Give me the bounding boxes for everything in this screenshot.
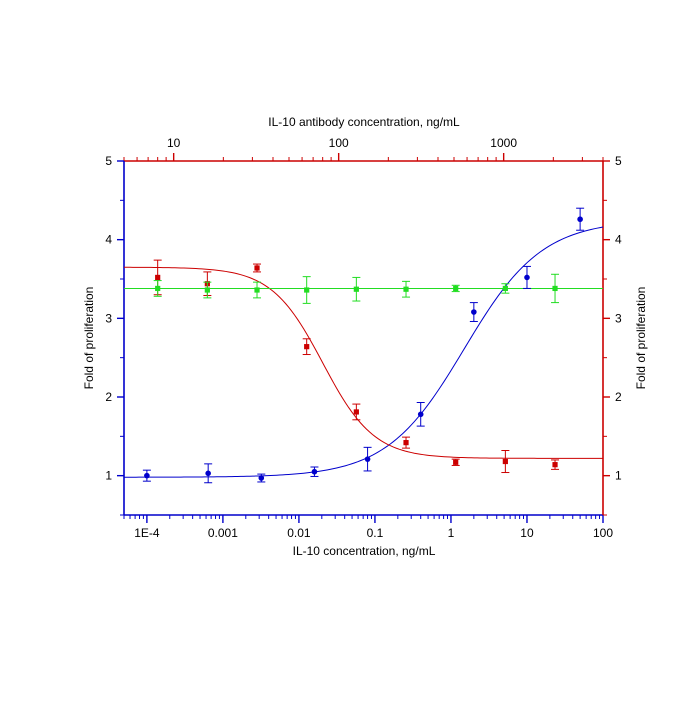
data-point-series-1: [311, 468, 318, 475]
bottom-tick-label: 0.001: [208, 526, 238, 540]
data-point-series-1: [417, 411, 424, 418]
data-point-series-1: [205, 470, 211, 477]
left-tick-label: 4: [105, 233, 112, 247]
data-point-series-2: [403, 440, 409, 446]
data-point-series-1: [524, 274, 530, 281]
bottom-tick-label: 1: [448, 526, 455, 540]
data-point-series-2: [254, 265, 260, 271]
left-axis-title: Fold of proliferation: [82, 287, 96, 390]
top-tick-label: 100: [329, 136, 349, 150]
right-tick-label: 1: [615, 469, 622, 483]
bottom-axis-title: IL-10 concentration, ng/mL: [293, 544, 436, 558]
data-point-series-3: [353, 286, 359, 292]
left-tick-label: 3: [105, 311, 112, 325]
axes: IL-10 concentration, ng/mL IL-10 antibod…: [82, 115, 648, 558]
data-point-series-3: [204, 287, 210, 293]
fit-curve-series-2: [123, 266, 603, 459]
data-point-series-3: [403, 286, 409, 292]
data-point-series-2: [552, 462, 558, 468]
data-points: [142, 207, 585, 484]
data-point-series-3: [254, 287, 260, 293]
fit-curves: [123, 226, 604, 478]
data-point-series-1: [364, 456, 371, 462]
data-point-series-1: [471, 309, 477, 315]
data-point-series-3: [453, 285, 459, 292]
bottom-tick-label: 100: [593, 526, 613, 540]
right-axis-title: Fold of proliferation: [634, 287, 648, 390]
data-point-series-2: [453, 459, 459, 465]
data-point-series-2: [502, 458, 508, 465]
fit-curve-series-1: [124, 226, 604, 478]
data-point-series-3: [552, 285, 558, 292]
plot-frame: 1E-4 0.001 0.01 0.1 1 10 100 10 100 1000 1 2 3 4 5 1 2 3 4…: [105, 136, 622, 540]
data-point-series-3: [502, 285, 508, 292]
right-tick-label: 3: [615, 311, 622, 325]
data-point-series-3: [155, 285, 161, 292]
right-tick-label: 2: [615, 390, 622, 404]
data-point-series-2: [155, 274, 161, 281]
top-tick-label: 10: [167, 136, 181, 150]
data-point-series-1: [144, 472, 150, 479]
bottom-tick-label: 0.01: [287, 526, 311, 540]
bottom-tick-label: 0.1: [367, 526, 384, 540]
data-point-series-3: [304, 287, 310, 293]
left-tick-label: 5: [105, 154, 112, 168]
left-tick-label: 1: [105, 469, 112, 483]
bottom-tick-label: 10: [520, 526, 534, 540]
bottom-tick-label: 1E-4: [134, 526, 160, 540]
data-point-series-2: [353, 409, 359, 415]
top-axis-title: IL-10 antibody concentration, ng/mL: [268, 115, 460, 129]
right-tick-label: 5: [615, 154, 622, 168]
right-tick-label: 4: [615, 233, 622, 247]
data-point-series-1: [258, 475, 265, 481]
data-point-series-2: [304, 344, 310, 350]
left-tick-label: 2: [105, 390, 112, 404]
top-tick-label: 1000: [490, 136, 517, 150]
data-point-series-1: [577, 216, 583, 223]
